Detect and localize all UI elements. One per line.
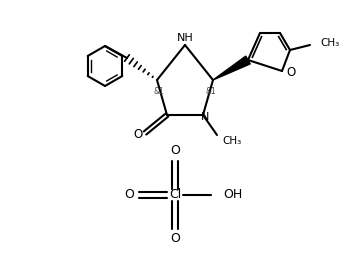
Text: O: O <box>170 144 180 157</box>
Text: O: O <box>170 232 180 246</box>
Text: CH₃: CH₃ <box>320 38 339 48</box>
Text: CH₃: CH₃ <box>222 136 241 146</box>
Text: OH: OH <box>223 188 242 201</box>
Text: &1: &1 <box>153 87 164 95</box>
Text: NH: NH <box>177 33 193 43</box>
Text: Cl: Cl <box>169 188 181 201</box>
Text: &1: &1 <box>206 87 216 95</box>
Text: N: N <box>201 112 209 122</box>
Text: O: O <box>286 66 295 79</box>
Text: O: O <box>133 129 143 142</box>
Text: O: O <box>124 188 134 201</box>
Polygon shape <box>213 56 250 80</box>
